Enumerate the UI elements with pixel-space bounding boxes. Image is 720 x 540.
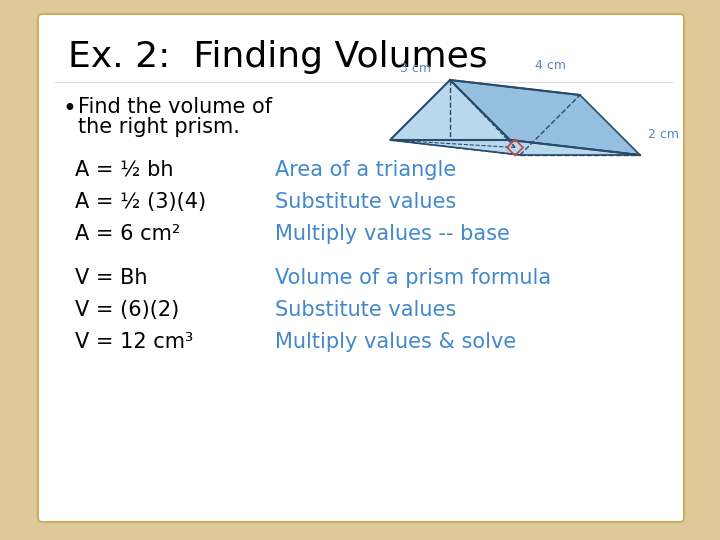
Text: Multiply values -- base: Multiply values -- base [275,224,510,244]
Text: Multiply values & solve: Multiply values & solve [275,332,516,352]
Text: 2 cm: 2 cm [648,129,679,141]
Text: 3 cm: 3 cm [400,62,431,75]
Text: Substitute values: Substitute values [275,300,456,320]
Text: Substitute values: Substitute values [275,192,456,212]
Text: Find the volume of: Find the volume of [78,97,272,117]
Polygon shape [390,80,510,140]
FancyBboxPatch shape [38,14,684,522]
Text: the right prism.: the right prism. [78,117,240,137]
Text: V = 12 cm³: V = 12 cm³ [75,332,193,352]
Polygon shape [450,80,640,155]
Text: V = Bh: V = Bh [75,268,148,288]
Polygon shape [390,140,640,155]
Text: 4 cm: 4 cm [535,59,566,72]
Text: V = (6)(2): V = (6)(2) [75,300,179,320]
Text: Volume of a prism formula: Volume of a prism formula [275,268,551,288]
Text: •: • [62,97,76,121]
Text: Ex. 2:  Finding Volumes: Ex. 2: Finding Volumes [68,40,487,74]
Text: Area of a triangle: Area of a triangle [275,160,456,180]
Text: A = ½ bh: A = ½ bh [75,160,174,180]
Text: A = 6 cm²: A = 6 cm² [75,224,181,244]
Text: A = ½ (3)(4): A = ½ (3)(4) [75,192,206,212]
